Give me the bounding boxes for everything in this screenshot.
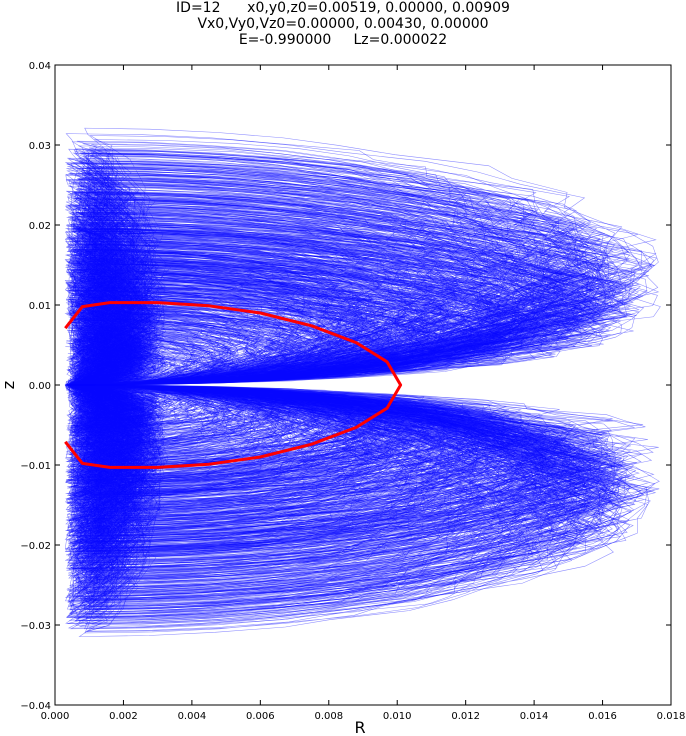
y-tick-label: −0.03: [20, 621, 51, 632]
orbit-path: [64, 140, 661, 386]
y-tick-label: 0.01: [29, 301, 51, 312]
orbit-path: [64, 384, 644, 626]
y-tick-label: −0.01: [20, 461, 51, 472]
zero-velocity-curve: [64, 301, 403, 469]
x-tick-label: 0.014: [520, 711, 549, 722]
x-axis-label: R: [354, 718, 365, 736]
title-line-2: Vx0,Vy0,Vz0=0.00000, 0.00430, 0.00000: [197, 16, 489, 32]
x-tick-label: 0.008: [314, 711, 343, 722]
y-tick-label: −0.04: [20, 701, 51, 712]
x-tick-label: 0.018: [657, 711, 686, 722]
x-tick-label: 0.002: [109, 711, 138, 722]
y-tick-label: 0.00: [29, 381, 51, 392]
orbit-path: [64, 133, 655, 386]
orbit-path: [65, 384, 656, 629]
orbit-path: [64, 384, 653, 632]
x-tick-label: 0.010: [383, 711, 412, 722]
orbit-path: [64, 148, 653, 386]
orbit-path: [64, 384, 660, 630]
title-line-3: E=-0.990000 Lz=0.000022: [238, 32, 448, 48]
x-tick-label: 0.000: [41, 711, 70, 722]
y-tick-label: −0.02: [20, 541, 51, 552]
x-tick-label: 0.016: [588, 711, 617, 722]
y-tick-label: 0.02: [29, 221, 51, 232]
x-tick-label: 0.006: [246, 711, 275, 722]
y-tick-label: 0.03: [29, 141, 51, 152]
orbit-path: [64, 127, 660, 386]
y-axis-label: z: [0, 381, 18, 389]
x-tick-label: 0.012: [451, 711, 480, 722]
orbit-path: [65, 384, 657, 637]
orbit-path: [65, 139, 659, 386]
zero-velocity-curve-line: [64, 301, 403, 469]
axis-ticks: 0.000 0.002 0.004 0.006 0.008 0.010 0.012 0.014…: [20, 61, 685, 722]
x-tick-label: 0.004: [178, 711, 207, 722]
y-tick-label: 0.04: [29, 61, 51, 72]
orbit-path: [65, 384, 660, 634]
plot-background: [55, 65, 671, 705]
title-line-1: ID=12 x0,y0,z0=0.00519, 0.00000, 0.00909: [176, 0, 510, 16]
